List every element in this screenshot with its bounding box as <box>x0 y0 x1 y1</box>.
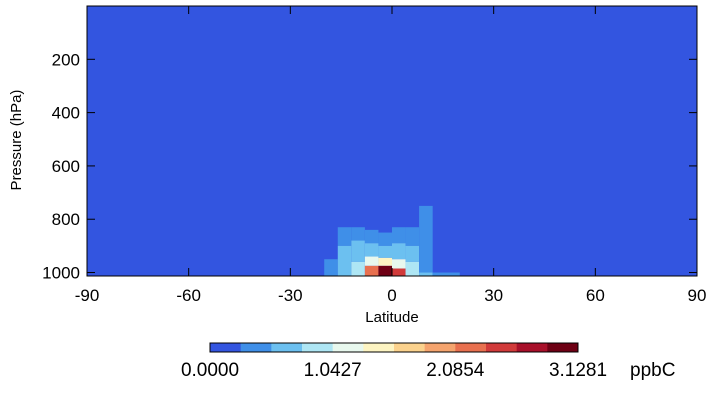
heatmap-cell <box>324 259 338 276</box>
heatmap-cell <box>364 256 379 266</box>
colorbar-tick-label: 2.0854 <box>426 360 485 381</box>
heatmap-cell <box>405 261 420 276</box>
heatmap-cell <box>419 272 433 276</box>
y-tick-label: 800 <box>52 210 80 229</box>
colorbar-swatch <box>455 343 487 352</box>
colorbar-tick-label: 0.0000 <box>181 360 239 381</box>
heatmap-cell <box>351 240 365 262</box>
axes: -90 -60 -30 0 30 60 90 200 400 600 800 1000 <box>42 5 707 305</box>
heatmap-cell <box>364 265 379 276</box>
colorbar-tick-label: 1.0427 <box>304 360 362 381</box>
colorbar-swatch <box>516 343 548 352</box>
colorbar-swatch <box>271 343 303 352</box>
colorbar-swatch <box>486 343 518 352</box>
colorbar-swatch <box>302 343 334 352</box>
colorbar: 0.0000 1.0427 2.0854 3.1281 <box>181 342 607 381</box>
x-tick-label: 60 <box>586 286 605 305</box>
colorbar-swatch <box>363 343 395 352</box>
y-axis-label: Pressure (hPa) <box>8 90 25 191</box>
heatmap-cell <box>405 245 420 262</box>
heatmap-cell <box>405 227 420 246</box>
heatmap-cell <box>392 227 406 244</box>
heatmap-cell <box>419 205 433 273</box>
x-tick-label: -90 <box>75 286 100 305</box>
x-tick-label: -30 <box>278 286 303 305</box>
heatmap-cell <box>337 245 352 276</box>
heatmap-cell <box>392 268 406 276</box>
y-tick-label: 1000 <box>42 264 80 283</box>
heatmap-cell <box>378 265 392 276</box>
y-tick-label: 600 <box>52 157 80 176</box>
heatmap-cell <box>364 243 379 257</box>
colorbar-unit: ppbC <box>630 360 675 381</box>
colorbar-tick-label: 3.1281 <box>549 360 607 381</box>
heatmap-cell <box>378 245 392 258</box>
heatmap-cell <box>337 227 352 246</box>
x-tick-label: 0 <box>387 286 396 305</box>
x-tick-label: 30 <box>484 286 503 305</box>
x-tick-label: -60 <box>176 286 201 305</box>
plot-area <box>87 6 697 276</box>
colorbar-swatch <box>424 343 456 352</box>
colorbar-frame <box>209 342 579 353</box>
heatmap-cell <box>392 243 406 260</box>
colorbar-swatch <box>210 343 242 352</box>
heatmap-cell <box>378 232 392 246</box>
colorbar-swatch <box>332 343 364 352</box>
colorbar-swatch <box>547 343 579 352</box>
x-axis-label: Latitude <box>365 309 418 326</box>
heatmap-cell <box>364 229 379 244</box>
heatmap-cell <box>351 261 365 276</box>
y-tick-label: 400 <box>52 104 80 123</box>
heatmap-cell <box>392 259 406 269</box>
heatmap-cell <box>351 227 365 241</box>
heatmap-cell <box>432 272 460 276</box>
heatmap-cell <box>378 257 392 266</box>
colorbar-swatch <box>240 343 272 352</box>
y-tick-label: 200 <box>52 50 80 69</box>
colorbar-swatch <box>394 343 426 352</box>
x-tick-label: 90 <box>688 286 707 305</box>
